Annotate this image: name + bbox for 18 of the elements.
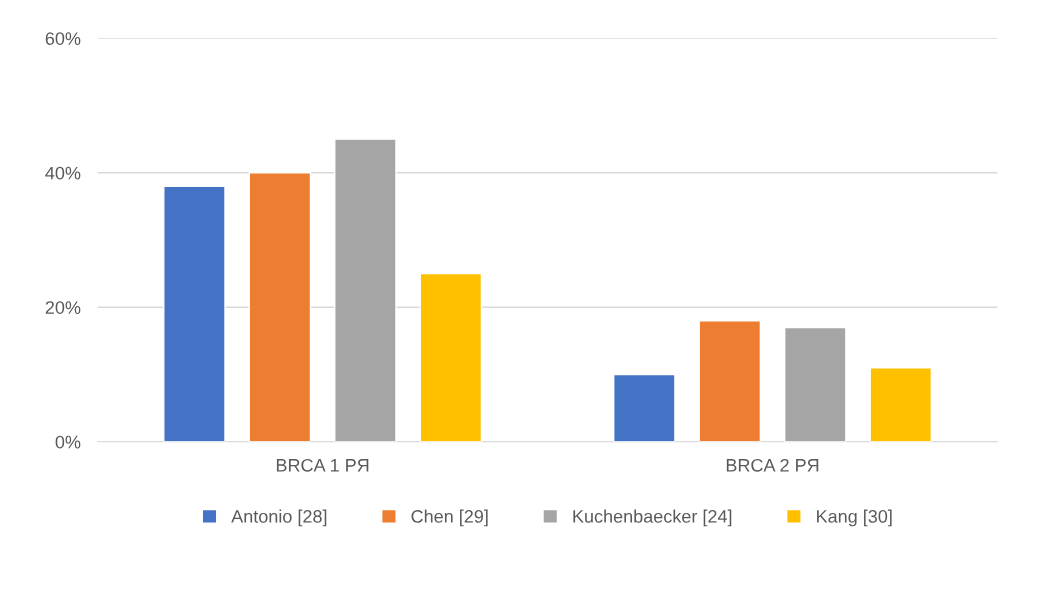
bar	[869, 367, 933, 442]
bar	[783, 326, 847, 442]
bar	[698, 320, 762, 442]
y-tick-label: 40%	[45, 166, 81, 180]
legend-label: Chen [29]	[411, 509, 488, 527]
x-tick-label: BRCA 2 PЯ	[726, 458, 819, 472]
legend-label: Kang [30]	[817, 509, 892, 527]
legend-label: Antonio [28]	[231, 509, 327, 527]
bar	[248, 172, 312, 442]
y-tick-label: 0%	[55, 435, 81, 449]
legend-label: Kuchenbaecker [24]	[573, 509, 732, 527]
bar	[613, 373, 676, 442]
bar	[334, 138, 397, 442]
y-tick-label: 60%	[45, 32, 81, 46]
x-tick-label: BRCA 1 PЯ	[276, 458, 369, 472]
bar	[419, 272, 483, 442]
bar	[163, 185, 226, 442]
y-tick-label: 20%	[45, 301, 81, 314]
